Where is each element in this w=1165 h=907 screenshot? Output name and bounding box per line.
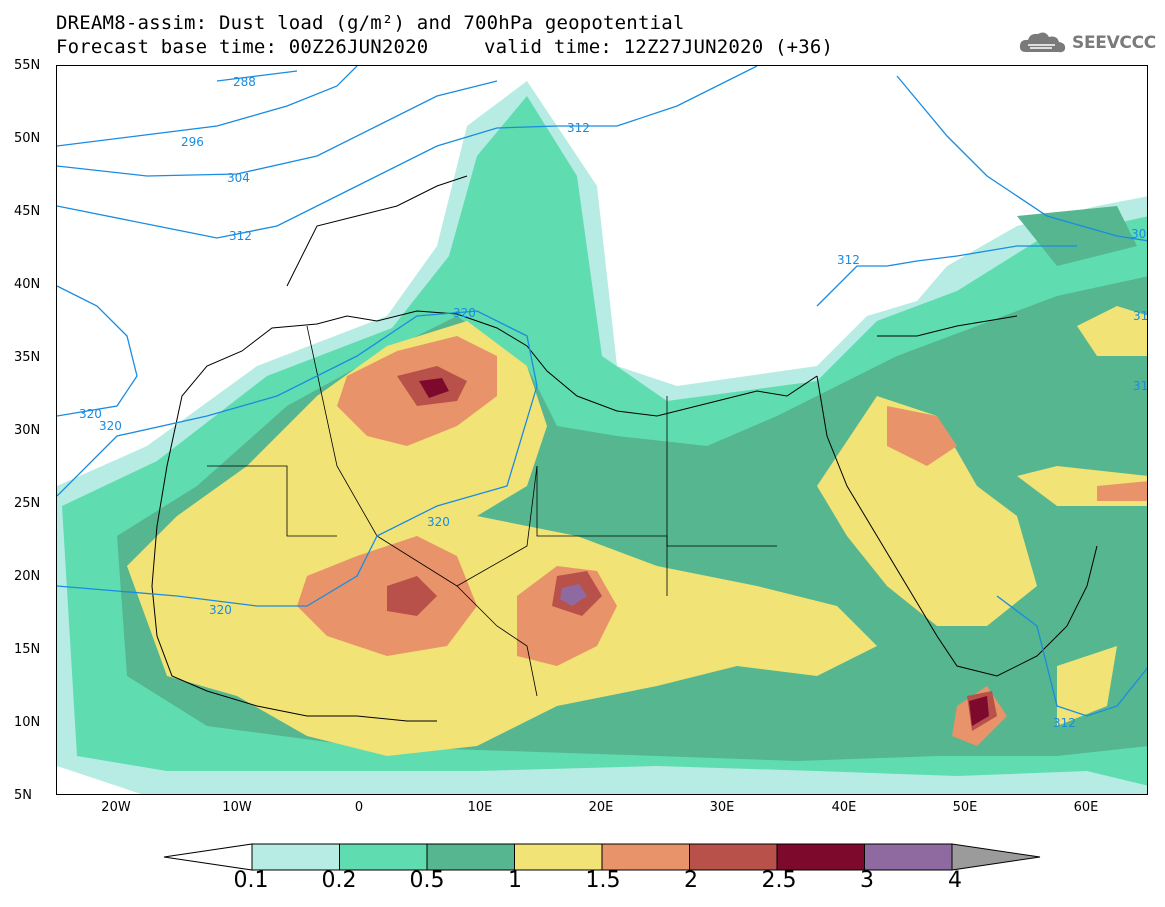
colorbar-label: 4 [948,868,962,893]
coastlines [151,175,1098,722]
colorbar-under [163,843,253,871]
geopotential-contours [57,66,1147,717]
contour-label: 296 [181,135,204,149]
colorbar-boxes [251,843,953,871]
lon-tick: 20W [101,800,131,815]
colorbar-box [514,843,603,871]
dust-layer-2.5 [419,378,989,726]
colorbar-box [864,843,953,871]
contour-label: 312 [1133,379,1148,393]
colorbar-box [776,843,865,871]
colorbar-label: 2.5 [761,868,797,893]
contour-labels: 288 296 304 312 320 320 320 320 320 312 … [79,75,1148,730]
dust-load-map: 288 296 304 312 320 320 320 320 320 312 … [56,65,1148,795]
contour-label: 320 [79,407,102,421]
dust-layer-1 [127,306,1147,756]
contour-label: 304 [227,171,250,185]
lon-tick: 10E [467,800,493,815]
seevccc-logo: SEEVCCC [1018,30,1156,56]
colorbar-box [339,843,428,871]
lon-tick: 30E [709,800,735,815]
contour-label: 320 [99,419,122,433]
contour-label: 320 [453,306,476,320]
contour-label: 288 [233,75,256,89]
cloud-logo-icon [1019,32,1066,53]
forecast-base-time: Forecast base time: 00Z26JUN2020 [56,36,429,58]
colorbar-box [426,843,515,871]
lon-tick: 50E [952,800,978,815]
colorbar-label: 0.5 [409,868,445,893]
colorbar-label: 3 [860,868,874,893]
logo-text: SEEVCCC [1072,33,1156,53]
lon-tick: 60E [1073,800,1099,815]
lon-tick: 10W [222,800,252,815]
contour-label: 312 [1053,716,1076,730]
lon-tick: 40E [831,800,857,815]
lat-tick: 50N [14,131,41,146]
colorbar-label: 1.5 [585,868,621,893]
valid-time: valid time: 12Z27JUN2020 (+36) [484,36,834,58]
contour-label: 312 [567,121,590,135]
lat-tick: 35N [14,350,41,365]
lat-tick: 25N [14,496,41,511]
lat-tick: 5N [14,788,32,803]
colorbar-box [689,843,778,871]
colorbar-label: 1 [508,868,522,893]
lon-tick: 20E [588,800,614,815]
contour-label: 312 [1133,309,1148,323]
contour-label: 312 [837,253,860,267]
lat-tick: 30N [14,423,41,438]
colorbar-label: 2 [684,868,698,893]
colorbar [163,843,1041,871]
lat-tick: 45N [14,204,41,219]
country-borders [207,325,777,697]
colorbar-over [951,843,1041,871]
lat-tick: 15N [14,642,41,657]
map-canvas: 288 296 304 312 320 320 320 320 320 312 … [57,66,1148,794]
dust-layer-3 [560,584,587,606]
lat-tick: 40N [14,277,41,292]
lat-tick: 55N [14,58,41,73]
colorbar-label: 0.2 [321,868,357,893]
contour-label: 320 [427,515,450,529]
lat-tick: 10N [14,715,41,730]
dust-layer-2 [387,366,997,731]
contour-label: 304 [1131,227,1148,241]
chart-title: DREAM8-assim: Dust load (g/m²) and 700hP… [56,12,685,34]
lon-tick: 0 [354,800,364,815]
lat-tick: 20N [14,569,41,584]
colorbar-box [601,843,690,871]
contour-label: 320 [209,603,232,617]
colorbar-box [251,843,340,871]
contour-label: 312 [229,229,252,243]
colorbar-label: 0.1 [233,868,269,893]
